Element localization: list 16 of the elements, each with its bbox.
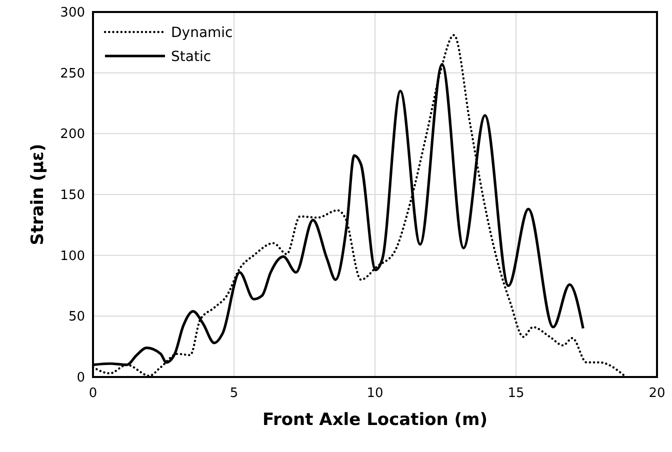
x-tick-label: 5 (230, 386, 238, 401)
x-tick-label: 20 (648, 386, 666, 401)
y-tick-label: 300 (60, 6, 85, 21)
legend-label: Dynamic (171, 24, 233, 41)
y-tick-label: 50 (68, 310, 85, 325)
x-tick-label: 0 (88, 386, 98, 401)
y-tick-label: 0 (76, 370, 85, 386)
legend-label: Static (171, 48, 212, 65)
x-axis-title: Front Axle Location (m) (262, 410, 488, 430)
y-tick-label: 150 (60, 188, 85, 204)
x-tick-label: 10 (366, 386, 384, 401)
y-tick-label: 250 (60, 66, 85, 82)
x-tick-label: 15 (508, 386, 524, 401)
y-axis-title: Strain (με) (28, 144, 48, 246)
y-tick-label: 100 (60, 248, 85, 264)
y-tick-label: 200 (60, 127, 85, 142)
